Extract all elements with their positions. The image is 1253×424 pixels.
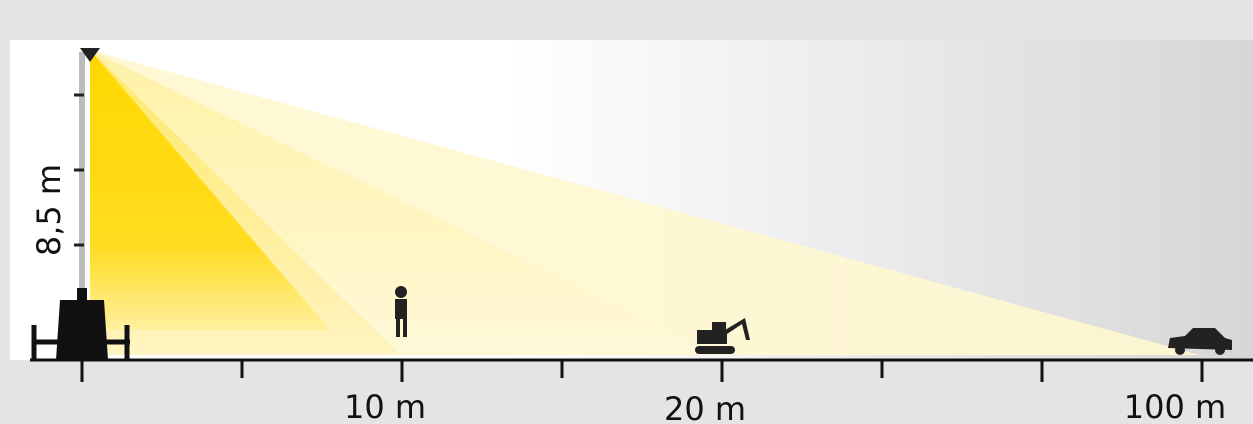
lamp — [80, 48, 100, 62]
outriggers — [31, 325, 130, 360]
mast — [79, 52, 85, 302]
mast-foot — [77, 288, 87, 302]
distance-label: 10 m — [344, 388, 426, 424]
car-icon — [1168, 328, 1232, 355]
distance-label: 100 m — [1124, 388, 1226, 424]
distance-label: 20 m — [664, 390, 746, 424]
generator-base — [56, 300, 108, 360]
light-cone-near — [90, 50, 330, 330]
excavator-icon — [695, 318, 750, 354]
height-label: 8,5 m — [30, 164, 68, 256]
worker-icon — [395, 286, 407, 337]
ground-ticks — [80, 360, 1204, 382]
mast-ticks — [74, 93, 84, 247]
